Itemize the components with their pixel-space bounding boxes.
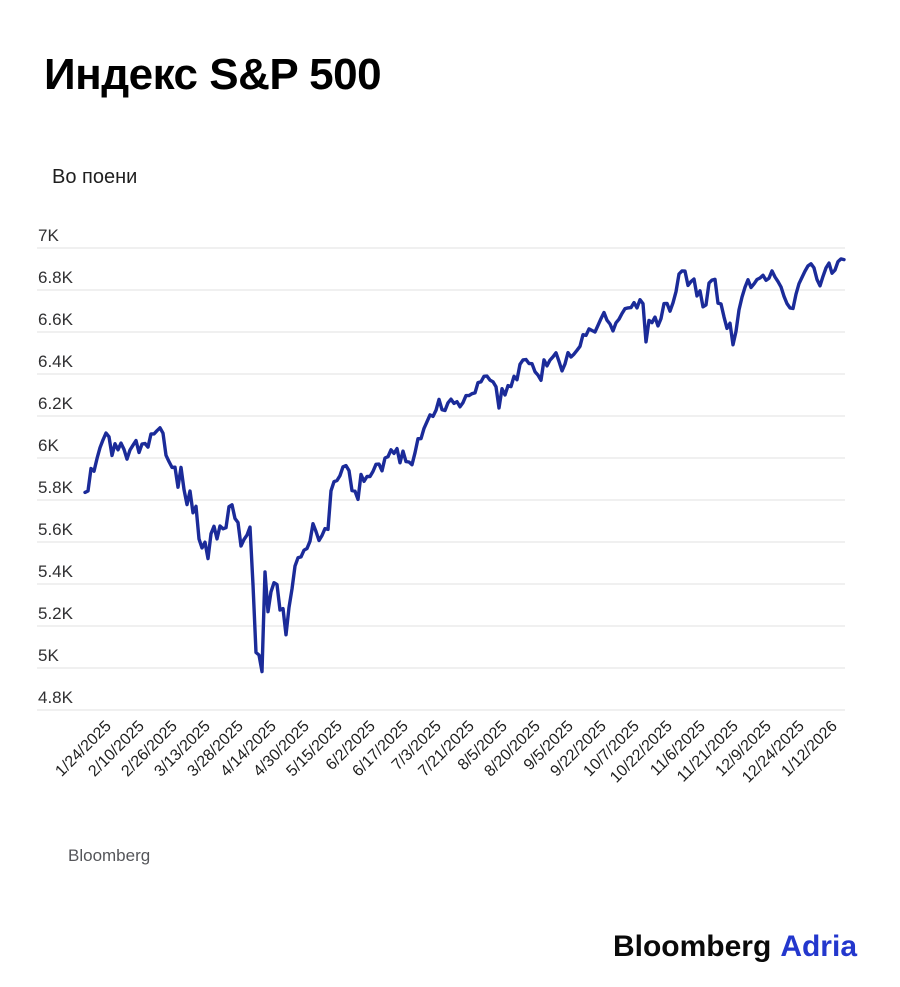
price-line — [83, 257, 846, 674]
y-axis-label: 4.8K — [38, 688, 74, 707]
logo-text-bloomberg: Bloomberg — [612, 930, 772, 963]
y-axis-label: 5K — [38, 646, 59, 665]
y-axis-label: 6.6K — [38, 310, 74, 329]
page-title: Индекс S&P 500 — [44, 50, 382, 99]
y-axis-label: 5.4K — [38, 562, 74, 581]
y-axis-label: 6.8K — [38, 268, 74, 287]
y-axis-label: 6.4K — [38, 352, 74, 371]
y-axis-label: 7K — [38, 226, 59, 245]
logo-text-adria: Adria — [780, 930, 857, 963]
bloomberg-adria-logo: Bloomberg Adria — [613, 930, 857, 964]
chart-unit-label: Во поени — [52, 166, 138, 188]
y-axis-label: 5.6K — [38, 520, 74, 539]
y-axis-label: 6K — [38, 436, 59, 455]
y-axis-label: 6.2K — [38, 394, 74, 413]
y-axis-label: 5.8K — [38, 478, 74, 497]
source-attribution: Bloomberg — [68, 846, 151, 865]
y-axis-label: 5.2K — [38, 604, 74, 623]
